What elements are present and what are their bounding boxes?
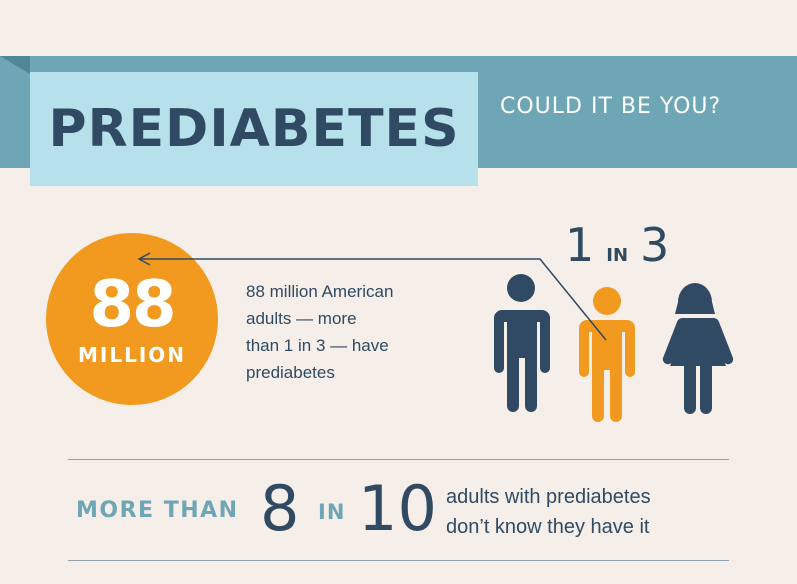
child-icon bbox=[579, 287, 635, 422]
bottom-in-label: IN bbox=[318, 500, 346, 524]
page-subtitle: COULD IT BE YOU? bbox=[500, 94, 722, 119]
bottom-description-line: adults with prediabetes bbox=[446, 486, 651, 508]
stat-unit: MILLION bbox=[77, 343, 186, 367]
stat-description-line: than 1 in 3 — have bbox=[246, 336, 389, 355]
divider-bottom bbox=[68, 560, 729, 561]
man-icon bbox=[494, 274, 550, 412]
stat-description-line: adults — more bbox=[246, 309, 357, 328]
ribbon-fold bbox=[0, 56, 30, 74]
ratio-left: 1 bbox=[565, 218, 595, 272]
pointer-arrow bbox=[137, 252, 607, 341]
stat-description: 88 million American adults — more than 1… bbox=[246, 278, 466, 386]
bottom-denominator: 10 bbox=[358, 472, 437, 545]
bottom-description-line: don’t know they have it bbox=[446, 516, 650, 538]
bottom-description: adults with prediabetes don’t know they … bbox=[446, 482, 746, 542]
title-box: PREDIABETES bbox=[30, 72, 478, 186]
stat-description-line: 88 million American bbox=[246, 282, 394, 301]
divider-top bbox=[68, 459, 729, 460]
bottom-stat-row: MORE THAN 8 IN 10 adults with prediabete… bbox=[74, 470, 754, 550]
ratio-word: IN bbox=[606, 245, 629, 266]
ratio-label: 1 IN 3 bbox=[565, 222, 669, 274]
bottom-numerator: 8 bbox=[260, 472, 300, 545]
ratio-right: 3 bbox=[640, 218, 670, 272]
stat-circle: 88 MILLION bbox=[46, 233, 218, 405]
stat-number: 88 bbox=[89, 268, 176, 342]
page-title: PREDIABETES bbox=[48, 99, 460, 159]
stat-description-line: prediabetes bbox=[246, 363, 335, 382]
woman-icon bbox=[662, 283, 734, 414]
more-than-label: MORE THAN bbox=[76, 498, 239, 523]
